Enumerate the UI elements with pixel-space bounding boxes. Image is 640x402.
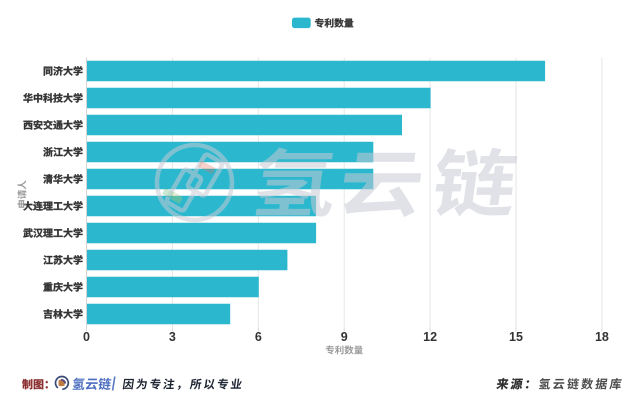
svg-text:0: 0	[83, 330, 90, 344]
svg-text:6: 6	[255, 330, 262, 344]
svg-text:18: 18	[595, 330, 609, 344]
svg-text:3: 3	[169, 330, 176, 344]
svg-text:9: 9	[341, 330, 348, 344]
svg-text:12: 12	[423, 330, 437, 344]
svg-text:15: 15	[509, 330, 523, 344]
